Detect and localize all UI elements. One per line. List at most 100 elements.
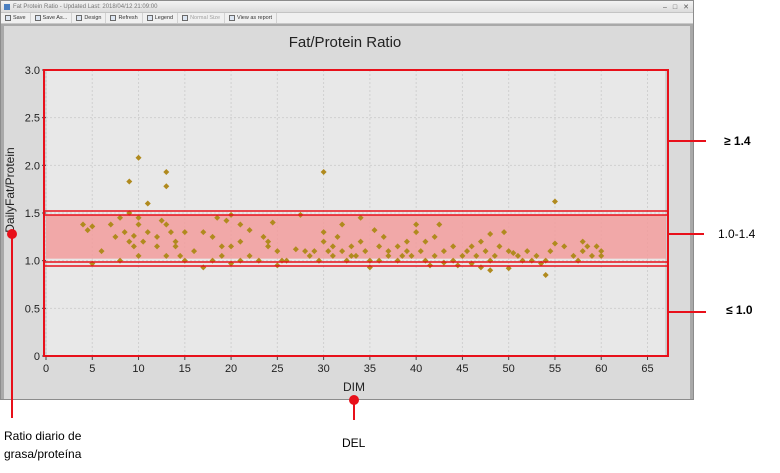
x-tick-label: 0	[43, 363, 49, 375]
annotation-dot-ylabel	[7, 229, 17, 239]
toolbar-button-design[interactable]: Design	[72, 13, 107, 23]
x-tick-label: 5	[89, 363, 95, 375]
data-point	[167, 229, 174, 236]
y-tick-label: 1.5	[25, 208, 40, 220]
data-point	[551, 240, 558, 247]
data-point	[468, 243, 475, 250]
data-point	[163, 252, 170, 259]
data-point	[357, 214, 364, 221]
y-tick-label: 2.0	[25, 160, 40, 172]
data-point	[579, 248, 586, 255]
data-point	[477, 238, 484, 245]
data-point	[320, 169, 327, 176]
data-point	[399, 252, 406, 259]
x-tick-label: 50	[503, 363, 515, 375]
y-tick-label: 0.5	[25, 303, 40, 315]
data-point	[413, 221, 420, 228]
x-tick-label: 55	[549, 363, 561, 375]
data-point	[135, 154, 142, 161]
x-tick-label: 40	[410, 363, 422, 375]
data-point	[348, 252, 355, 259]
toolbar-button-normal-size[interactable]: Normal Size	[178, 13, 226, 23]
app-icon	[4, 4, 10, 10]
y-tick-label: 0	[34, 351, 40, 363]
data-point	[144, 229, 151, 236]
data-point	[334, 233, 341, 240]
window-title: Fat Protein Ratio - Updated Last: 2018/0…	[13, 4, 158, 10]
data-point	[246, 227, 253, 234]
x-tick-label: 20	[225, 363, 237, 375]
data-point	[121, 229, 128, 236]
y-tick-label: 3.0	[25, 65, 40, 77]
toolbar-icon	[110, 15, 117, 21]
x-tick-label: 15	[179, 363, 191, 375]
data-point	[84, 227, 91, 234]
data-point	[339, 221, 346, 228]
data-point	[450, 243, 457, 250]
y-tick-label: 2.5	[25, 113, 40, 125]
data-point	[112, 233, 119, 240]
data-point	[302, 248, 309, 255]
x-tick-label: 60	[595, 363, 607, 375]
toolbar-button-save[interactable]: Save	[1, 13, 31, 23]
data-point	[181, 229, 188, 236]
data-point	[422, 238, 429, 245]
data-point	[130, 243, 137, 250]
data-point	[436, 221, 443, 228]
data-point	[533, 252, 540, 259]
data-point	[140, 238, 147, 245]
close-icon[interactable]: ✕	[683, 4, 689, 11]
data-point	[274, 248, 281, 255]
data-point	[200, 229, 207, 236]
toolbar-label: Save	[13, 15, 26, 21]
x-tick-label: 10	[132, 363, 144, 375]
x-tick-label: 35	[364, 363, 376, 375]
minimize-icon[interactable]: –	[662, 4, 667, 11]
data-point	[320, 238, 327, 245]
data-point	[524, 248, 531, 255]
toolbar-icon	[229, 15, 236, 21]
annotation-dot-xlabel	[349, 395, 359, 405]
annotation-ylabel-line1: Ratio diario de	[4, 429, 82, 443]
annotation-low: ≤ 1.0	[726, 303, 753, 317]
data-point	[265, 238, 272, 245]
y-axis-label: DailyFat/Protein	[3, 147, 17, 232]
data-point	[269, 219, 276, 226]
toolbar-label: Design	[84, 15, 102, 21]
data-point	[459, 252, 466, 259]
data-point	[223, 217, 230, 224]
data-point	[172, 243, 179, 250]
data-point	[598, 252, 605, 259]
data-point	[473, 252, 480, 259]
data-point	[209, 233, 216, 240]
x-tick-label: 65	[641, 363, 653, 375]
data-point	[371, 227, 378, 234]
data-point	[408, 252, 415, 259]
data-point	[510, 250, 517, 257]
data-point	[228, 243, 235, 250]
data-point	[191, 248, 198, 255]
data-point	[292, 246, 299, 253]
annotation-ylabel-line2: grasa/proteína	[4, 447, 82, 461]
data-point	[329, 252, 336, 259]
data-point	[265, 243, 272, 250]
data-point	[380, 233, 387, 240]
data-point	[135, 252, 142, 259]
toolbar: Save Save As... Design Refresh Legend Normal …	[1, 13, 693, 24]
toolbar-button-view-as-report[interactable]: View as report	[225, 13, 278, 23]
data-point	[237, 221, 244, 228]
data-point	[353, 252, 359, 259]
toolbar-button-legend[interactable]: Legend	[143, 13, 179, 23]
toolbar-button-save-as[interactable]: Save As...	[31, 13, 73, 23]
data-point	[394, 243, 401, 250]
data-point	[325, 248, 332, 255]
toolbar-label: Refresh	[118, 15, 138, 21]
target-band	[46, 215, 666, 259]
data-point	[158, 217, 165, 224]
data-point	[260, 233, 267, 240]
toolbar-button-refresh[interactable]: Refresh	[106, 13, 143, 23]
data-point	[376, 243, 383, 250]
data-point	[403, 248, 410, 255]
window-controls: – □ ✕	[663, 2, 689, 14]
maximize-icon[interactable]: □	[672, 4, 678, 11]
